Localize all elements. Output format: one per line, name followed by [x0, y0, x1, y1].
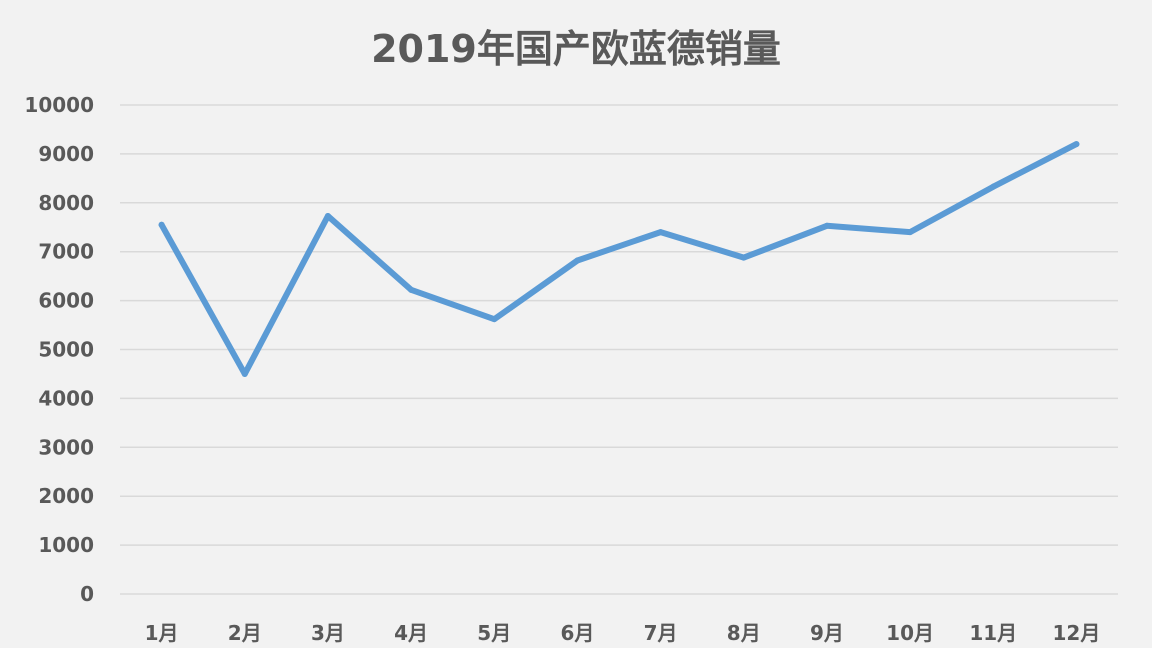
data-point — [158, 221, 165, 228]
x-tick-label: 12月 — [1052, 621, 1100, 645]
data-point — [990, 183, 997, 190]
data-point — [324, 213, 331, 220]
x-tick-label: 9月 — [810, 621, 844, 645]
x-tick-label: 10月 — [886, 621, 934, 645]
data-point — [823, 222, 830, 229]
series-layer — [158, 141, 1080, 377]
data-point — [1073, 141, 1080, 148]
y-tick-label: 1000 — [38, 533, 94, 557]
x-tick-label: 8月 — [727, 621, 761, 645]
data-point — [491, 316, 498, 323]
y-tick-label: 0 — [80, 582, 94, 606]
data-point — [907, 229, 914, 236]
y-tick-label: 2000 — [38, 484, 94, 508]
x-tick-label: 7月 — [644, 621, 678, 645]
y-axis-ticks: 0 1000 2000 3000 4000 5000 6000 7000 8000 9000 100… — [24, 93, 94, 606]
y-tick-label: 9000 — [38, 142, 94, 166]
chart-title: 2019年国产欧蓝德销量 — [371, 27, 781, 71]
grid-lines — [120, 104, 1118, 595]
x-tick-label: 2月 — [228, 621, 262, 645]
data-point — [241, 370, 248, 377]
x-tick-label: 11月 — [969, 621, 1017, 645]
x-axis-ticks: 1月 2月 3月 4月 5月 6月 7月 8月 9月 10月 11月 12月 — [145, 621, 1101, 645]
y-tick-label: 3000 — [38, 435, 94, 459]
x-tick-label: 4月 — [394, 621, 428, 645]
y-tick-label: 7000 — [38, 240, 94, 264]
data-point — [574, 257, 581, 264]
x-tick-label: 1月 — [145, 621, 179, 645]
y-tick-label: 6000 — [38, 289, 94, 313]
y-tick-label: 4000 — [38, 386, 94, 410]
x-tick-label: 6月 — [560, 621, 594, 645]
y-tick-label: 8000 — [38, 191, 94, 215]
series-line — [158, 141, 1080, 377]
data-point — [740, 254, 747, 261]
x-tick-label: 3月 — [311, 621, 345, 645]
data-point — [657, 229, 664, 236]
y-tick-label: 5000 — [38, 338, 94, 362]
x-tick-label: 5月 — [477, 621, 511, 645]
data-point — [408, 286, 415, 293]
y-tick-label: 10000 — [24, 93, 94, 117]
